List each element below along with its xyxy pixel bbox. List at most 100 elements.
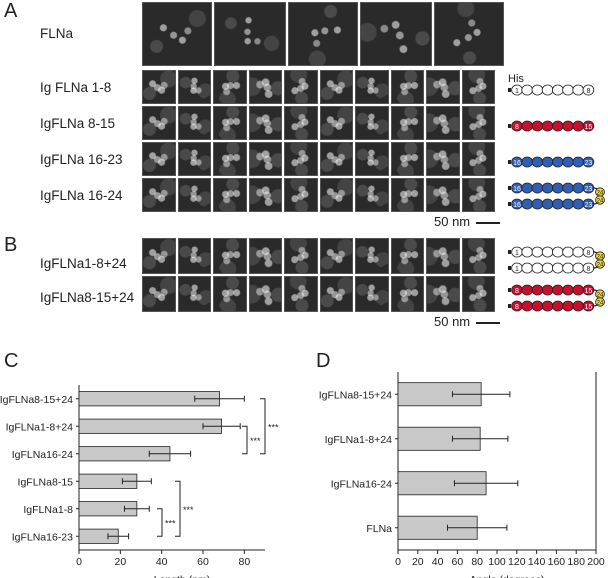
em-micrograph — [284, 142, 318, 176]
ig-domain — [572, 284, 584, 296]
ig-domain — [541, 262, 554, 274]
domain-number-first: 1 — [515, 88, 519, 95]
em-micrograph — [213, 142, 247, 176]
em-micrograph — [319, 276, 353, 312]
em-micrograph — [390, 142, 424, 176]
y-tick-label: IgFLNa8-15+24 — [319, 389, 392, 401]
em-micrograph — [390, 70, 424, 104]
row-label-flna-16-23: IgFLNa 16-23 — [40, 152, 123, 167]
em-micrograph — [284, 70, 318, 104]
significance-bracket — [175, 480, 181, 537]
ig-domain — [562, 84, 574, 96]
length-bar-chart: IgFLNa8-15+24 IgFLNa1-8+24 IgFLNa16-24 IgFL… — [0, 385, 279, 578]
em-strip-flna-1-8-24 — [142, 238, 495, 274]
y-tick-label: IgFLNa16-24 — [331, 478, 392, 490]
significance-bracket — [260, 398, 266, 455]
panel-b-letter: B — [4, 234, 18, 256]
row-label-flna-16-24: IgFLNa 16-24 — [40, 188, 123, 203]
domain-number-tail: 24 — [597, 191, 604, 197]
ig-domain-24 — [595, 259, 605, 269]
row-label-flna-8-15: IgFLNa 8-15 — [40, 116, 116, 131]
em-micrograph — [426, 238, 460, 274]
ig-domain — [582, 120, 595, 132]
em-micrograph — [390, 276, 424, 312]
schematics-panel-a: 1 8 8 15 16 23 16 23 16 23 24 24 — [508, 84, 605, 210]
ig-domain — [551, 262, 564, 274]
ig-domain — [551, 284, 564, 296]
em-micrograph — [434, 2, 504, 66]
em-micrograph — [426, 106, 460, 140]
em-micrograph — [319, 70, 353, 104]
em-micrograph — [461, 106, 495, 140]
x-tick-label: 100 — [488, 556, 506, 568]
row-label-flna-1-8-24: IgFLNa1-8+24 — [40, 256, 127, 271]
em-micrograph — [213, 276, 247, 312]
domain-number-first: 1 — [515, 266, 519, 273]
em-micrograph — [213, 238, 247, 274]
angle-bar-chart: IgFLNa8-15+24 IgFLNa1-8+24 IgFLNa16-24 FLNa… — [319, 372, 605, 578]
em-micrograph — [177, 142, 211, 176]
domain-number-first: 16 — [513, 160, 521, 167]
em-micrograph — [177, 276, 211, 312]
his-tag — [508, 304, 511, 308]
domain-number-first: 8 — [515, 124, 519, 131]
x-tick-label: 80 — [471, 556, 483, 568]
x-tick-label: 20 — [412, 556, 424, 568]
x-tick-label: 200 — [587, 556, 605, 568]
em-micrograph — [426, 142, 460, 176]
x-tick-label: 40 — [432, 556, 444, 568]
domain-number-first: 8 — [515, 288, 519, 295]
em-micrograph — [390, 238, 424, 274]
significance-label: *** — [183, 505, 194, 515]
his-tag — [508, 202, 511, 206]
ig-domain — [572, 120, 584, 132]
em-micrograph — [390, 178, 424, 212]
ig-domain — [562, 182, 574, 194]
his-tag — [508, 160, 511, 164]
scalebar-label-b: 50 nm — [434, 314, 471, 329]
em-micrograph — [319, 178, 353, 212]
ig-domain — [551, 120, 564, 132]
domain-number-last: 15 — [585, 288, 593, 295]
y-tick-label: IgFLNa1-8+24 — [325, 434, 393, 446]
x-axis-label: Length (nm) — [154, 574, 211, 578]
em-micrograph — [360, 2, 432, 66]
em-micrograph — [248, 178, 282, 212]
ig-domain-24 — [595, 297, 605, 307]
ig-domain — [541, 84, 554, 96]
x-tick-label: 0 — [76, 556, 82, 568]
y-tick-label: IgFLNa1-8+24 — [6, 421, 74, 433]
x-tick-label: 60 — [452, 556, 464, 568]
y-tick-label: IgFLNa8-15 — [18, 476, 74, 488]
panel-a-letter: A — [4, 0, 18, 22]
x-tick-label: 140 — [528, 556, 546, 568]
bar — [78, 418, 223, 434]
em-micrograph — [319, 142, 353, 176]
scalebar-a — [476, 222, 500, 224]
x-tick-label: 160 — [548, 556, 566, 568]
ig-domain — [572, 84, 584, 96]
em-micrograph — [142, 142, 176, 176]
ig-domain — [521, 246, 534, 258]
em-micrograph — [461, 70, 495, 104]
ig-domain — [531, 84, 544, 96]
significance-label: *** — [165, 519, 176, 529]
em-micrograph — [248, 238, 282, 274]
em-micrograph — [142, 178, 176, 212]
ig-domain — [541, 300, 554, 312]
ig-domain — [551, 182, 564, 194]
ig-domain — [582, 84, 595, 96]
em-micrograph — [426, 178, 460, 212]
em-micrograph — [248, 70, 282, 104]
ig-domain — [531, 262, 544, 274]
domain-number-first: 16 — [513, 186, 521, 193]
ig-domain — [572, 300, 584, 312]
significance-label: *** — [268, 422, 279, 432]
domain-number-tail: 24 — [597, 255, 604, 261]
x-tick-label: 80 — [238, 556, 250, 568]
em-micrograph — [319, 238, 353, 274]
em-micrograph — [177, 178, 211, 212]
em-micrograph — [177, 106, 211, 140]
ig-domain — [551, 300, 564, 312]
domain-number-tail: 24 — [597, 199, 604, 205]
